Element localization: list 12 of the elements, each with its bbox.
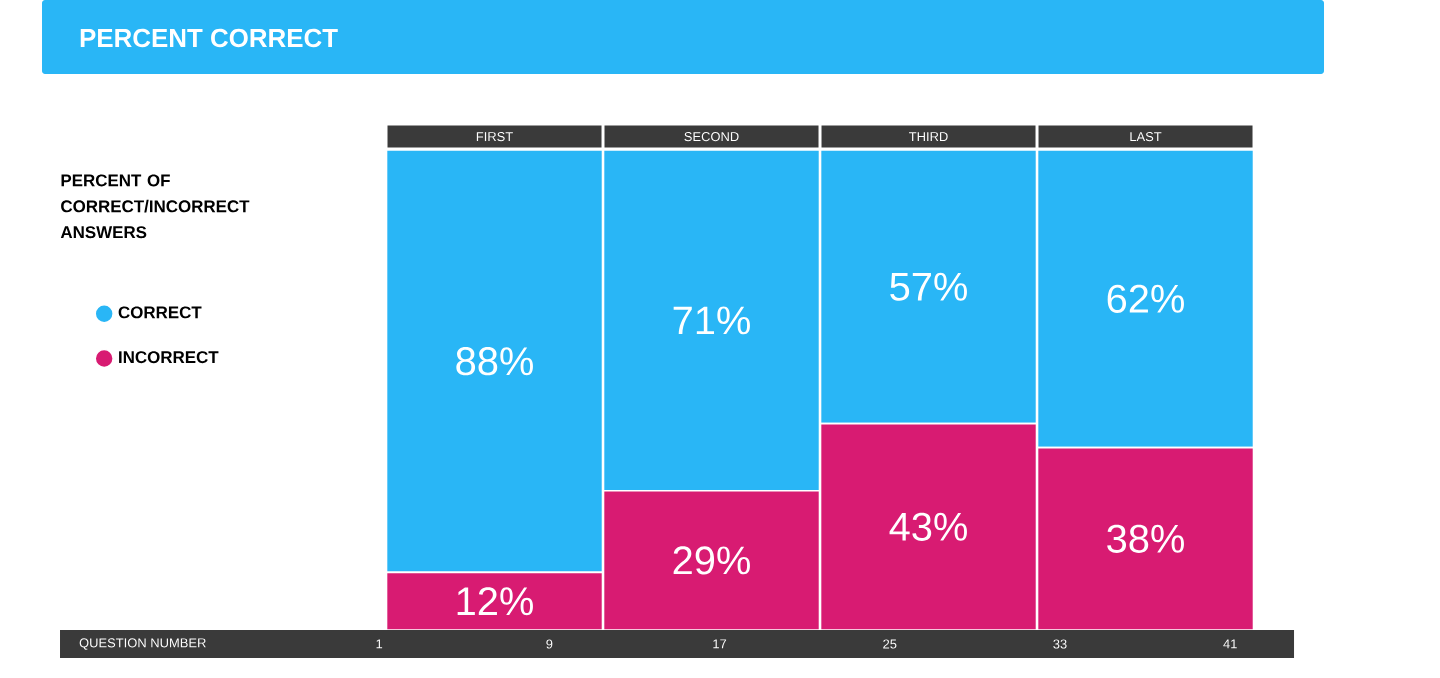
legend-label: INCORRECT bbox=[119, 351, 219, 364]
chart-title: PERCENT CORRECT bbox=[80, 28, 338, 48]
data-label: 71% bbox=[673, 306, 750, 335]
legend-title: PERCENT OF CORRECT/INCORRECT ANSWERS bbox=[60, 174, 250, 239]
data-label: 29% bbox=[673, 546, 750, 575]
data-label: 12% bbox=[457, 587, 533, 616]
data-label: 38% bbox=[1107, 524, 1184, 553]
legend-label: CORRECT bbox=[118, 306, 202, 319]
data-label: 62% bbox=[1107, 284, 1184, 313]
data-label: 57% bbox=[890, 272, 967, 301]
data-label: 43% bbox=[889, 512, 967, 541]
data-label: 88% bbox=[456, 347, 533, 376]
